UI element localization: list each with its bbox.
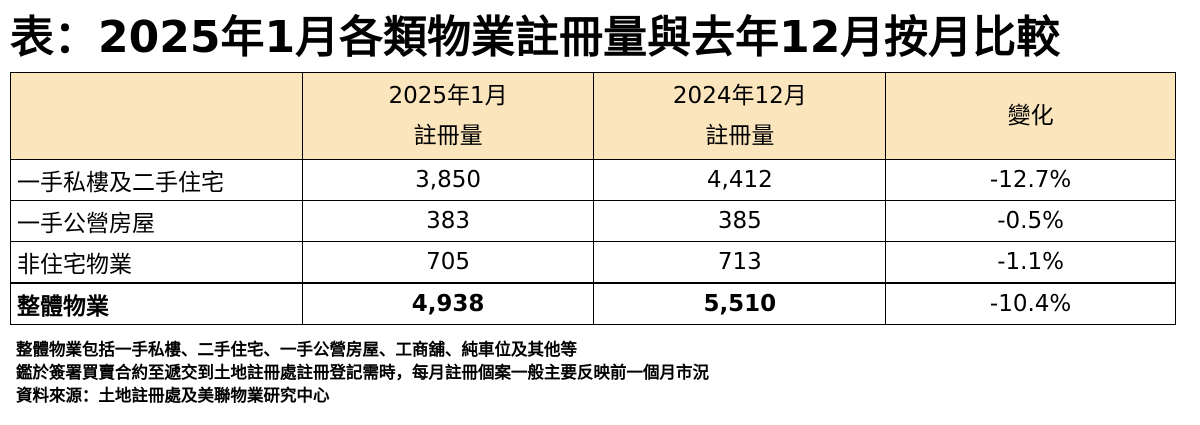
footnote-timing: 鑑於簽署買賣合約至遞交到土地註冊處註冊登記需時，每月註冊個案一般主要反映前一個月… [16,363,709,382]
row-label: 非住宅物業 [10,241,303,284]
cell-jan2025: 383 [301,200,595,242]
page-title: 表：2025年1月各類物業註冊量與去年12月按月比較 [10,12,1061,63]
table-row: 非住宅物業 705 713 -1.1% [10,241,1176,284]
header-jan2025-metric: 註冊量 [413,123,483,149]
cell-change: -12.7% [885,159,1176,201]
cell-change: -1.1% [885,241,1176,284]
table-header-row: 2025年1月 註冊量 2024年12月 註冊量 變化 [10,72,1176,160]
table-row: 一手公營房屋 383 385 -0.5% [10,200,1176,242]
footnotes: 整體物業包括一手私樓、二手住宅、一手公營房屋、工商舖、純車位及其他等 鑑於簽署買… [16,338,709,407]
row-label: 一手私樓及二手住宅 [10,159,303,201]
footnote-source: 資料來源：土地註冊處及美聯物業研究中心 [16,386,330,405]
header-dec2024: 2024年12月 註冊量 [593,72,887,160]
header-label-cell [10,72,303,160]
table-total-row: 整體物業 4,938 5,510 -10.4% [10,282,1176,325]
cell-dec2024: 385 [593,200,887,242]
footnote-scope: 整體物業包括一手私樓、二手住宅、一手公營房屋、工商舖、純車位及其他等 [16,340,577,359]
cell-dec2024: 5,510 [593,282,887,325]
comparison-table: 2025年1月 註冊量 2024年12月 註冊量 變化 一手私樓及二手住宅 3,… [10,72,1176,325]
header-dec2024-period: 2024年12月 [672,83,807,109]
cell-jan2025: 705 [301,241,595,284]
cell-change: -10.4% [885,282,1176,325]
header-jan2025: 2025年1月 註冊量 [301,72,595,160]
header-dec2024-metric: 註冊量 [705,123,775,149]
cell-jan2025: 3,850 [301,159,595,201]
cell-change: -0.5% [885,200,1176,242]
header-jan2025-period: 2025年1月 [388,83,508,109]
row-label: 一手公營房屋 [10,200,303,242]
cell-jan2025: 4,938 [301,282,595,325]
row-label: 整體物業 [10,282,303,325]
header-change: 變化 [885,72,1176,160]
cell-dec2024: 4,412 [593,159,887,201]
cell-dec2024: 713 [593,241,887,284]
table-row: 一手私樓及二手住宅 3,850 4,412 -12.7% [10,159,1176,201]
